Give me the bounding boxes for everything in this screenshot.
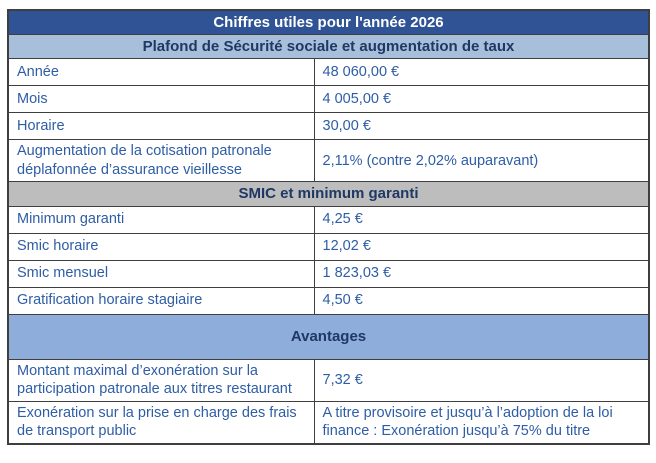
table-title: Chiffres utiles pour l'année 2026 [7, 9, 650, 36]
table-row: Augmentation de la cotisation patronale … [7, 139, 650, 183]
row-value: 2,11% (contre 2,02% auparavant) [313, 139, 650, 183]
table-row: Exonération sur la prise en charge des f… [7, 400, 650, 445]
table-row: Année 48 060,00 € [7, 58, 650, 87]
row-value: 4,25 € [313, 205, 650, 234]
row-value: A titre provisoire et jusqu’à l’adoption… [313, 400, 650, 445]
row-value: 1 823,03 € [313, 259, 650, 288]
table-row: Horaire 30,00 € [7, 112, 650, 141]
section-header-avantages: Avantages [7, 313, 650, 360]
row-label: Smic horaire [7, 232, 315, 261]
row-value: 4,50 € [313, 286, 650, 315]
row-label: Année [7, 58, 315, 87]
table-row: Minimum garanti 4,25 € [7, 205, 650, 234]
table-title-row: Chiffres utiles pour l'année 2026 [7, 9, 650, 36]
section-row-smic: SMIC et minimum garanti [7, 181, 650, 207]
row-label: Exonération sur la prise en charge des f… [7, 400, 315, 445]
row-label: Mois [7, 85, 315, 114]
row-label: Horaire [7, 112, 315, 141]
row-label: Montant maximal d’exonération sur la par… [7, 358, 315, 402]
table-row: Gratification horaire stagiaire 4,50 € [7, 286, 650, 315]
section-header-plafond: Plafond de Sécurité sociale et augmentat… [7, 34, 650, 60]
row-label: Augmentation de la cotisation patronale … [7, 139, 315, 183]
section-row-plafond: Plafond de Sécurité sociale et augmentat… [7, 34, 650, 60]
table-row: Montant maximal d’exonération sur la par… [7, 358, 650, 402]
table-row: Smic horaire 12,02 € [7, 232, 650, 261]
row-value: 30,00 € [313, 112, 650, 141]
row-value: 12,02 € [313, 232, 650, 261]
row-value: 7,32 € [313, 358, 650, 402]
useful-figures-table: Chiffres utiles pour l'année 2026 Plafon… [7, 9, 650, 445]
row-value: 48 060,00 € [313, 58, 650, 87]
table-row: Mois 4 005,00 € [7, 85, 650, 114]
row-label: Gratification horaire stagiaire [7, 286, 315, 315]
section-header-smic: SMIC et minimum garanti [7, 181, 650, 207]
table-row: Smic mensuel 1 823,03 € [7, 259, 650, 288]
section-row-avantages: Avantages [7, 313, 650, 360]
row-label: Smic mensuel [7, 259, 315, 288]
row-value: 4 005,00 € [313, 85, 650, 114]
row-label: Minimum garanti [7, 205, 315, 234]
